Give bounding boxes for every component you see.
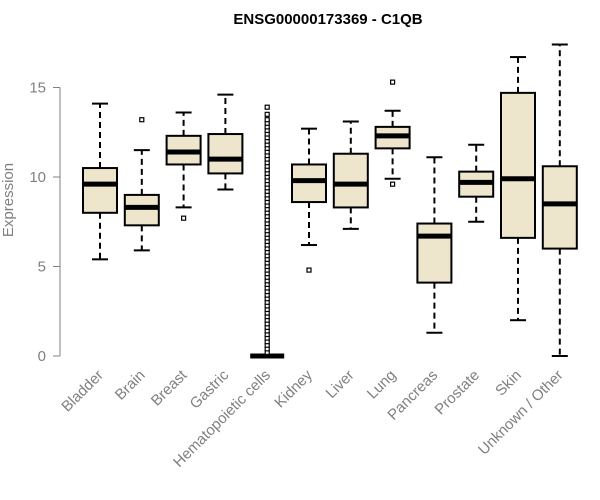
- outlier-point: [264, 111, 270, 117]
- y-tick-label: 10: [29, 169, 46, 186]
- outlier-point: [181, 215, 187, 221]
- box-bladder: [82, 102, 118, 261]
- box-gastric: [207, 93, 244, 191]
- y-tick-label: 15: [29, 80, 46, 97]
- box-hematopoietic-cells: [250, 104, 285, 359]
- box-skin: [500, 56, 536, 322]
- outlier-point: [390, 181, 396, 187]
- box-prostate: [458, 143, 495, 223]
- x-tick-label: Liver: [323, 367, 358, 402]
- box-iqr: [291, 163, 327, 204]
- boxes: [82, 43, 578, 359]
- box-kidney: [291, 127, 327, 273]
- y-axis: 0 5 10 15: [29, 80, 61, 365]
- box-unknown-other: [541, 43, 578, 357]
- x-tick-label: Bladder: [58, 367, 107, 416]
- chart-title: ENSG00000173369 - C1QB: [233, 11, 422, 28]
- box-liver: [332, 120, 369, 230]
- x-tick-label: Brain: [112, 367, 149, 404]
- y-tick-label: 5: [38, 259, 46, 276]
- y-tick-label: 0: [38, 348, 46, 365]
- outlier-point: [264, 104, 270, 110]
- box-brain: [123, 117, 160, 252]
- box-iqr: [332, 152, 369, 209]
- box-lung: [374, 79, 411, 187]
- outlier-point: [306, 267, 312, 273]
- x-tick-label: Skin: [492, 367, 525, 400]
- x-tick-label: Kidney: [271, 366, 316, 411]
- x-tick-label: Breast: [148, 366, 191, 409]
- x-tick-label: Prostate: [431, 367, 483, 419]
- box-iqr: [82, 167, 118, 214]
- outlier-point: [139, 117, 145, 123]
- box-breast: [165, 111, 202, 221]
- box-iqr: [123, 193, 160, 227]
- box-iqr: [541, 165, 578, 250]
- box-pancreas: [416, 156, 453, 334]
- outlier-point: [390, 79, 396, 85]
- y-axis-label: Expression: [0, 163, 17, 237]
- x-tick-label: Lung: [364, 367, 400, 403]
- outlier-point: [264, 117, 270, 123]
- box-iqr: [207, 133, 244, 175]
- box-iqr: [416, 222, 453, 284]
- box-iqr: [500, 91, 536, 239]
